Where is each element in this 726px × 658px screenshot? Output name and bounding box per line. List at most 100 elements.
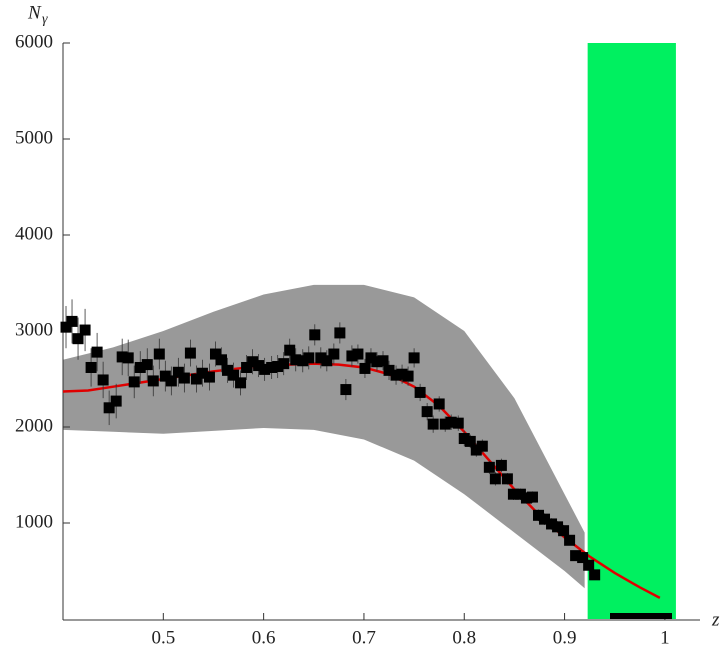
data-point	[284, 344, 296, 356]
data-point	[371, 356, 383, 368]
data-point	[60, 321, 72, 333]
data-point	[359, 362, 371, 374]
data-point	[470, 444, 482, 456]
data-point	[278, 358, 290, 370]
data-point	[589, 569, 601, 581]
data-point	[247, 356, 259, 368]
data-point	[577, 552, 589, 564]
data-point	[165, 375, 177, 387]
data-point	[526, 491, 538, 503]
data-point	[558, 525, 570, 537]
data-point	[414, 386, 426, 398]
data-point	[85, 361, 97, 373]
data-point	[402, 370, 414, 382]
data-point	[103, 402, 115, 414]
y-tick-label: 2000	[15, 415, 53, 436]
data-point	[383, 364, 395, 376]
x-tick-label: 0.5	[151, 627, 175, 648]
data-point	[408, 352, 420, 364]
highlight-band	[587, 43, 676, 619]
data-point	[539, 513, 551, 525]
data-point	[222, 364, 234, 376]
data-point	[445, 416, 457, 428]
data-point	[321, 355, 333, 367]
data-point	[196, 367, 208, 379]
data-point	[122, 352, 134, 364]
data-point	[290, 354, 302, 366]
data-point	[564, 534, 576, 546]
data-point	[489, 473, 501, 485]
y-tick-label: 3000	[15, 319, 53, 340]
bottom-marker	[610, 613, 672, 619]
data-point	[346, 350, 358, 362]
data-point	[427, 418, 439, 430]
y-tick-label: 1000	[15, 511, 53, 532]
data-point	[159, 370, 171, 382]
data-point	[91, 346, 103, 358]
data-point	[546, 518, 558, 530]
x-tick-label: 0.9	[553, 627, 577, 648]
data-point	[396, 368, 408, 380]
data-point	[203, 371, 215, 383]
data-point	[215, 354, 227, 366]
x-tick-label: 0.7	[352, 627, 376, 648]
data-point	[172, 366, 184, 378]
data-point	[141, 359, 153, 371]
data-point	[532, 509, 544, 521]
data-point	[303, 352, 315, 364]
data-point	[235, 377, 247, 389]
data-point	[315, 352, 327, 364]
data-point	[520, 492, 532, 504]
x-axis-label: z	[711, 609, 720, 630]
x-tick-label: 0.8	[452, 627, 476, 648]
data-point	[458, 433, 470, 445]
data-point	[116, 351, 128, 363]
data-point	[352, 348, 364, 360]
data-point	[79, 324, 91, 336]
y-tick-label: 6000	[15, 31, 53, 52]
data-point	[583, 559, 595, 571]
data-point	[209, 348, 221, 360]
data-point	[153, 348, 165, 360]
data-point	[66, 315, 78, 327]
data-point	[241, 361, 253, 373]
y-axis-label: N	[27, 2, 42, 23]
data-point	[190, 373, 202, 385]
data-point	[178, 372, 190, 384]
data-point	[483, 461, 495, 473]
data-point	[377, 355, 389, 367]
data-point	[228, 369, 240, 381]
data-point	[72, 333, 84, 345]
data-point	[147, 375, 159, 387]
data-point	[476, 440, 488, 452]
data-point	[128, 376, 140, 388]
data-point	[421, 406, 433, 418]
data-point	[272, 361, 284, 373]
data-point	[390, 369, 402, 381]
x-tick-label: 1	[660, 627, 670, 648]
data-point	[97, 374, 109, 386]
x-tick-label: 0.6	[252, 627, 276, 648]
data-point	[570, 550, 582, 562]
data-point	[134, 361, 146, 373]
data-point	[464, 435, 476, 447]
data-point	[501, 473, 513, 485]
uncertainty-band	[63, 284, 585, 589]
data-point	[452, 417, 464, 429]
data-point	[110, 395, 122, 407]
data-point	[552, 521, 564, 533]
data-point	[328, 348, 340, 360]
data-point	[184, 347, 196, 359]
data-point	[433, 398, 445, 410]
data-point	[365, 352, 377, 364]
data-point	[507, 488, 519, 500]
data-point	[334, 327, 346, 339]
data-point	[340, 384, 352, 396]
data-point	[259, 363, 271, 375]
data-point	[309, 329, 321, 341]
data-point	[266, 361, 278, 373]
data-point	[297, 355, 309, 367]
data-point	[439, 418, 451, 430]
data-point	[495, 459, 507, 471]
